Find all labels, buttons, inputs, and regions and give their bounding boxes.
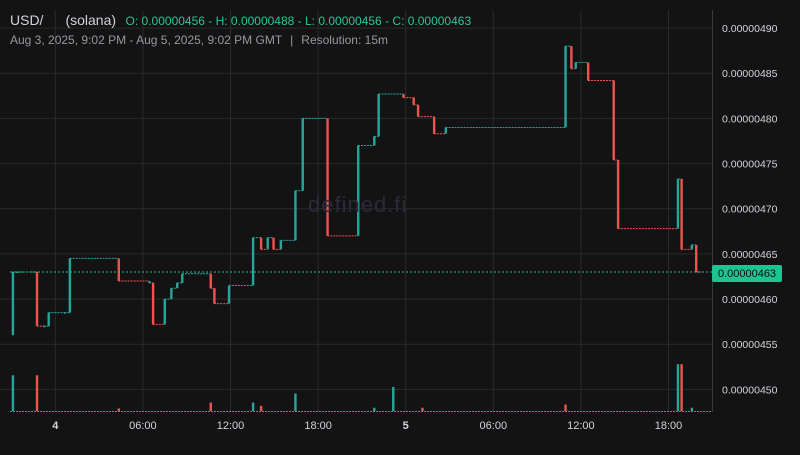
candle <box>63 312 66 314</box>
candle <box>16 271 19 273</box>
watermark: defined.fi <box>308 192 408 217</box>
x-tick-label: 06:00 <box>480 420 508 432</box>
candle <box>251 237 255 286</box>
volume-bar <box>259 405 263 411</box>
candle <box>181 273 184 283</box>
candle <box>175 282 179 289</box>
y-tick-label: 0.00000480 <box>722 113 778 125</box>
candle <box>301 118 304 191</box>
chart-subheader: Aug 3, 2025, 9:02 PM - Aug 5, 2025, 9:02… <box>10 33 388 47</box>
y-tick-label: 0.00000475 <box>722 159 778 171</box>
y-tick-label: 0.00000460 <box>722 294 778 306</box>
volume-bar <box>35 375 39 411</box>
y-tick-label: 0.00000470 <box>722 204 778 216</box>
candle <box>377 94 380 137</box>
y-tick-label: 0.00000450 <box>722 384 778 396</box>
chain-label: (solana) <box>65 12 117 28</box>
volume-bar <box>676 364 680 411</box>
candle <box>695 244 698 272</box>
candle <box>47 312 50 327</box>
candle <box>11 271 15 336</box>
last-price-tag: 0.00000463 <box>712 265 782 282</box>
candle <box>43 326 46 328</box>
separator: | <box>290 33 294 47</box>
volume-bar <box>117 408 120 411</box>
resolution-label: Resolution: 15m <box>301 33 388 47</box>
candle <box>213 288 216 304</box>
candle <box>294 190 297 241</box>
candle <box>148 281 151 283</box>
x-tick-label: 4 <box>52 420 59 432</box>
x-tick-label: 5 <box>403 420 409 432</box>
candle <box>416 104 420 117</box>
x-tick-label: 12:00 <box>217 420 245 432</box>
y-tick-label: 0.00000455 <box>722 339 778 351</box>
y-tick-label: 0.00000490 <box>722 23 778 35</box>
volume-bar <box>294 393 297 411</box>
x-tick-label: 12:00 <box>567 420 595 432</box>
candle <box>444 127 448 134</box>
candle <box>259 237 263 250</box>
candle <box>402 94 405 98</box>
candle <box>279 240 283 250</box>
volume-bar <box>209 402 212 411</box>
candle <box>574 62 577 69</box>
volume-bar <box>373 407 376 411</box>
candle <box>170 288 173 300</box>
candle <box>412 97 415 105</box>
candle <box>209 273 212 289</box>
candle <box>163 299 166 325</box>
candle <box>564 46 567 128</box>
candle <box>266 237 269 250</box>
ohlc-readout: O: 0.00000456 - H: 0.00000488 - L: 0.000… <box>125 14 472 28</box>
candle <box>326 118 329 236</box>
date-range: Aug 3, 2025, 9:02 PM - Aug 5, 2025, 9:02… <box>10 33 283 47</box>
candle <box>570 46 573 69</box>
volume-bar <box>421 407 424 411</box>
volume-bar <box>251 402 255 411</box>
x-tick-label: 18:00 <box>304 420 332 432</box>
candle <box>612 80 615 160</box>
candle <box>68 258 72 313</box>
candle <box>357 145 360 236</box>
candle <box>35 271 39 327</box>
candle <box>151 282 155 325</box>
candle <box>117 258 120 282</box>
y-tick-label: 0.00000485 <box>722 68 778 80</box>
candle <box>586 62 590 81</box>
candle <box>432 116 436 134</box>
volume-bar <box>11 375 15 411</box>
candle <box>676 178 680 229</box>
candle <box>227 285 231 304</box>
candle <box>373 136 376 146</box>
volume-bar <box>564 404 567 411</box>
x-tick-label: 06:00 <box>129 420 157 432</box>
symbol-label: USD/ <box>10 12 44 28</box>
candle <box>272 237 275 250</box>
chart-header: USD/ (solana) O: 0.00000456 - H: 0.000004… <box>10 12 471 28</box>
y-tick-label: 0.00000465 <box>722 249 778 261</box>
volume-bar <box>680 364 683 411</box>
candle <box>680 178 683 250</box>
candle <box>616 159 620 229</box>
candle <box>690 244 694 250</box>
volume-bar <box>690 407 694 411</box>
x-tick-label: 18:00 <box>655 420 683 432</box>
volume-bar <box>392 386 395 411</box>
